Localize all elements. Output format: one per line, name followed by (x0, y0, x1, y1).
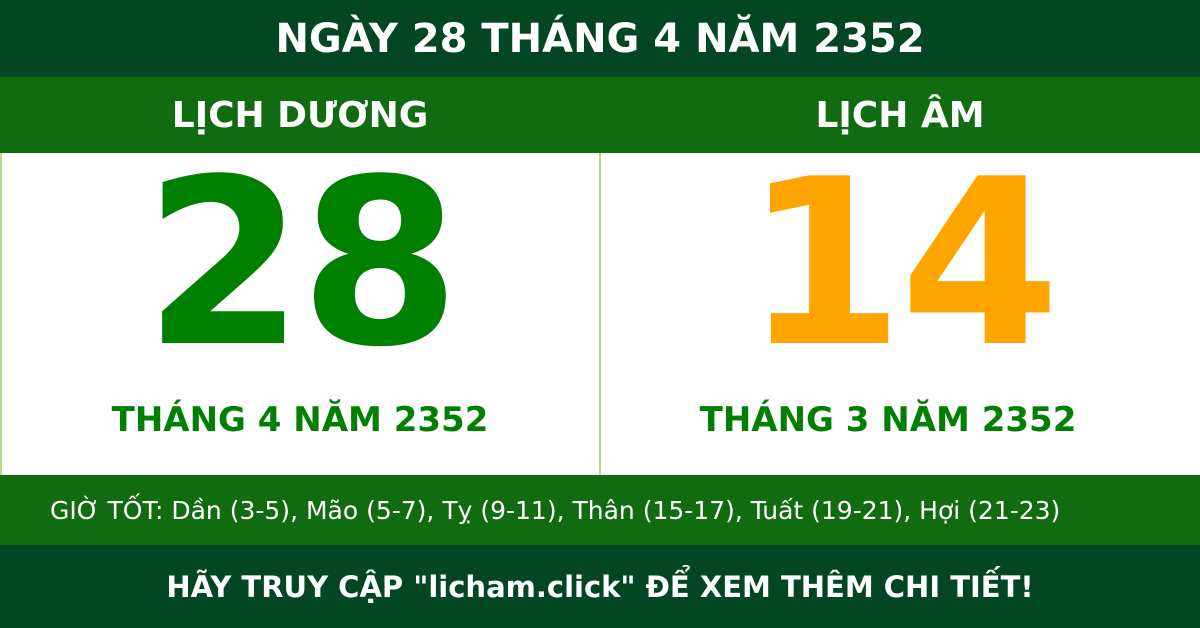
divider (599, 153, 601, 475)
solar-month-year: THÁNG 4 NĂM 2352 (111, 400, 489, 440)
good-hours: GIỜ TỐT: Dần (3-5), Mão (5-7), Tỵ (9-11)… (0, 475, 1200, 545)
lunar-day: 14 (743, 131, 1060, 398)
lunar-month-year: THÁNG 3 NĂM 2352 (699, 400, 1077, 440)
page-title: NGÀY 28 THÁNG 4 NĂM 2352 (0, 0, 1200, 77)
lunar-calendar-label: LỊCH ÂM (815, 94, 985, 136)
calendar-labels-band: LỊCH DƯƠNG LỊCH ÂM (0, 77, 1200, 153)
solar-calendar-label: LỊCH DƯƠNG (171, 94, 429, 136)
footer-cta: HÃY TRUY CẬP "licham.click" ĐỂ XEM THÊM … (0, 545, 1200, 628)
solar-day: 28 (143, 131, 460, 398)
